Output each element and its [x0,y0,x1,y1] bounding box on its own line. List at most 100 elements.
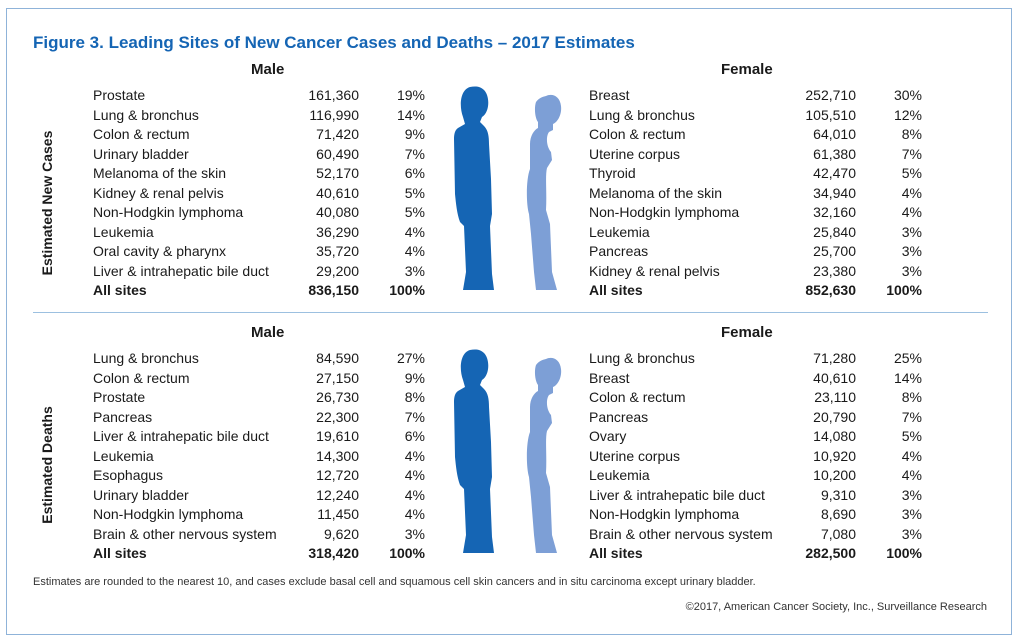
table-row: Pancreas 22,300 7% [93,408,433,428]
site-label: Oral cavity & pharynx [93,243,227,259]
case-count: 25,840 [813,223,856,240]
site-label: Non-Hodgkin lymphoma [93,506,244,522]
site-label: All sites [589,545,643,561]
case-count: 84,590 [316,350,359,366]
table-row: Leukemia 25,840 3% [589,223,926,243]
table-row: Non-Hodgkin lymphoma 40,080 5% [93,203,433,223]
female-new-cases-table: Breast 252,710 30% Lung & bronchus 105,510 12… [589,86,926,301]
site-label: Kidney & renal pelvis [93,184,224,201]
site-label: All sites [93,545,147,561]
percent-value: 7% [901,145,922,162]
case-count: 25,700 [813,243,856,259]
case-count: 14,080 [813,428,856,444]
site-label: Lung & bronchus [93,106,199,123]
percent-value: 3% [901,243,922,259]
case-count: 22,300 [316,408,359,425]
male-header: Male [251,324,285,341]
site-label: Pancreas [93,408,153,425]
site-label: Uterine corpus [589,145,681,162]
table-row: Leukemia 36,290 4% [93,223,433,243]
percent-value: 4% [404,467,425,483]
percent-value: 3% [901,223,922,240]
table-row: Thyroid 42,470 5% [589,164,926,184]
table-row: Lung & bronchus 116,990 14% [93,106,433,126]
case-count: 23,380 [813,262,856,279]
percent-value: 100% [389,545,425,561]
percent-value: 4% [404,447,425,464]
site-label: Leukemia [589,467,650,483]
site-label: Breast [589,369,630,386]
percent-value: 8% [901,126,922,142]
percent-value: 14% [893,369,922,386]
site-label: Esophagus [93,467,164,483]
table-total-row: All sites 852,630 100% [589,281,926,301]
figure-title: Figure 3. Leading Sites of New Cancer Ca… [33,33,635,52]
table-row: Colon & rectum 71,420 9% [93,125,433,145]
case-count: 105,510 [805,106,856,123]
site-label: Lung & bronchus [589,106,695,123]
case-count: 27,150 [316,369,359,386]
percent-value: 4% [901,447,922,464]
male-deaths-table: Lung & bronchus 84,590 27% Colon & rectum 27… [93,349,433,564]
table-row: Urinary bladder 12,240 4% [93,486,433,506]
percent-value: 3% [901,525,922,542]
site-label: Non-Hodgkin lymphoma [589,506,740,522]
site-label: Thyroid [589,165,636,181]
percent-value: 7% [404,145,425,162]
table-row: Brain & other nervous system 9,620 3% [93,525,433,545]
case-count: 61,380 [813,145,856,162]
site-label: Melanoma of the skin [589,184,723,201]
female-header: Female [721,324,773,341]
case-count: 71,420 [316,126,359,142]
table-row: Breast 252,710 30% [589,86,926,106]
site-label: Breast [589,87,630,103]
site-label: Lung & bronchus [589,350,695,366]
case-count: 40,610 [316,184,359,201]
percent-value: 4% [404,486,425,503]
table-row: Breast 40,610 14% [589,369,926,389]
site-label: Liver & intrahepatic bile duct [93,262,269,279]
male-new-cases-table: Prostate 161,360 19% Lung & bronchus 116,990… [93,86,433,301]
table-total-row: All sites 282,500 100% [589,544,926,564]
section-divider [33,312,988,313]
case-count: 9,620 [323,525,359,542]
case-count: 116,990 [309,106,359,123]
percent-value: 100% [389,282,425,298]
site-label: Prostate [93,87,146,103]
table-row: Leukemia 14,300 4% [93,447,433,467]
percent-value: 4% [901,184,922,201]
case-count: 11,450 [317,506,359,522]
percent-value: 5% [901,428,922,444]
percent-value: 7% [901,408,922,425]
case-count: 35,720 [316,243,359,259]
case-count: 23,110 [814,389,856,405]
percent-value: 6% [404,165,425,181]
site-label: Brain & other nervous system [93,525,277,542]
case-count: 852,630 [805,282,856,298]
table-row: Prostate 26,730 8% [93,388,433,408]
percent-value: 30% [893,87,922,103]
table-row: Non-Hodgkin lymphoma 8,690 3% [589,505,926,525]
site-label: Colon & rectum [93,369,190,386]
percent-value: 3% [404,262,425,279]
percent-value: 6% [404,428,425,444]
case-count: 14,300 [316,447,359,464]
site-label: Colon & rectum [589,126,686,142]
case-count: 29,200 [316,262,359,279]
case-count: 36,290 [316,223,359,240]
table-row: Colon & rectum 23,110 8% [589,388,926,408]
percent-value: 100% [886,545,922,561]
case-count: 40,610 [813,369,856,386]
case-count: 60,490 [316,145,359,162]
case-count: 10,200 [813,467,856,483]
percent-value: 3% [901,486,922,503]
table-row: Urinary bladder 60,490 7% [93,145,433,165]
case-count: 19,610 [316,428,359,444]
table-row: Leukemia 10,200 4% [589,466,926,486]
percent-value: 3% [901,506,922,522]
percent-value: 8% [404,389,425,405]
site-label: Melanoma of the skin [93,165,227,181]
table-total-row: All sites 318,420 100% [93,544,433,564]
table-row: Prostate 161,360 19% [93,86,433,106]
case-count: 12,240 [316,486,359,503]
